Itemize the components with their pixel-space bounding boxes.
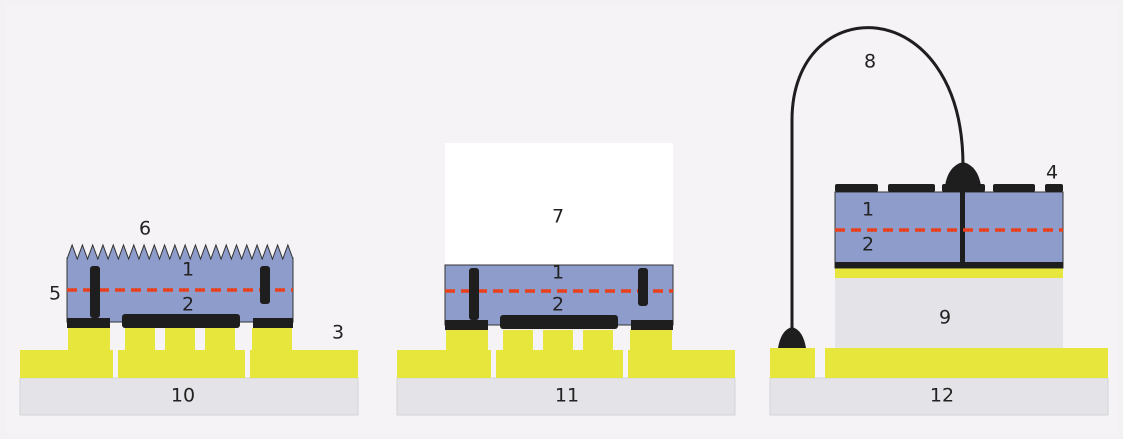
pad bbox=[993, 184, 1035, 192]
label: 8 bbox=[864, 51, 876, 73]
encapsulant bbox=[445, 143, 673, 265]
substrate bbox=[396, 377, 736, 416]
label: 1 bbox=[182, 259, 194, 281]
pad bbox=[500, 315, 618, 329]
via bbox=[90, 266, 100, 318]
via bbox=[469, 268, 479, 320]
substrate bbox=[19, 377, 359, 416]
solder bbox=[770, 348, 815, 378]
pad bbox=[445, 320, 488, 330]
carrier bbox=[835, 278, 1063, 348]
label: 3 bbox=[332, 322, 344, 344]
pad bbox=[122, 314, 240, 328]
label: 12 bbox=[930, 385, 954, 407]
label: 7 bbox=[552, 206, 564, 228]
bond-ball bbox=[945, 162, 981, 186]
solder bbox=[20, 328, 358, 378]
label: 10 bbox=[171, 385, 195, 407]
label: 2 bbox=[862, 234, 874, 256]
label: 9 bbox=[939, 307, 951, 329]
label: 5 bbox=[49, 283, 61, 305]
wire bbox=[790, 26, 965, 340]
via bbox=[960, 190, 965, 264]
label: 6 bbox=[139, 218, 151, 240]
bond-layer bbox=[835, 268, 1063, 278]
solder bbox=[825, 348, 1108, 378]
via bbox=[260, 266, 270, 304]
solder bbox=[397, 330, 735, 378]
label: 1 bbox=[862, 199, 874, 221]
flip-chip-roughened: 6 1 5 2 3 10 bbox=[19, 218, 359, 416]
pad bbox=[835, 184, 878, 192]
pad bbox=[67, 318, 110, 328]
label: 11 bbox=[555, 385, 579, 407]
flip-chip-encapsulated: 7 1 2 11 bbox=[396, 143, 736, 416]
vertical-chip: 8 4 1 2 9 12 bbox=[769, 26, 1109, 416]
pad bbox=[888, 184, 935, 192]
rough-surface bbox=[66, 243, 294, 261]
label: 4 bbox=[1046, 162, 1058, 184]
label: 2 bbox=[552, 294, 564, 316]
label: 1 bbox=[552, 262, 564, 284]
pad bbox=[253, 318, 293, 328]
pad bbox=[631, 320, 673, 330]
label: 2 bbox=[182, 294, 194, 316]
pad bbox=[1045, 184, 1063, 192]
via bbox=[638, 268, 648, 306]
substrate bbox=[769, 377, 1109, 416]
bottom-contact bbox=[835, 262, 1063, 268]
bond-ball bbox=[778, 327, 806, 348]
